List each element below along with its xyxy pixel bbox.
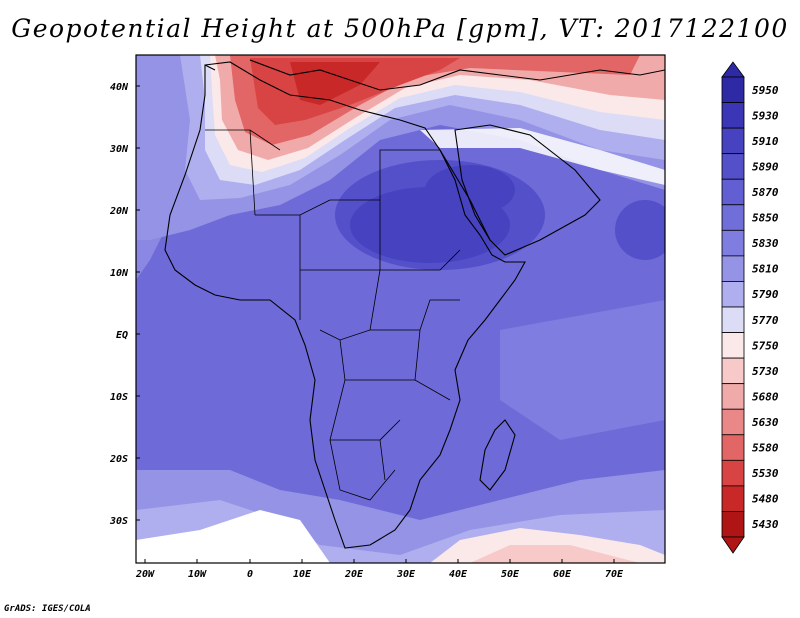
- lat-label: 10N: [110, 268, 129, 279]
- colorbar-swatch: [721, 281, 745, 308]
- lon-label: 20W: [135, 569, 155, 580]
- lon-label: 0: [247, 569, 253, 580]
- colorbar-label: 5630: [752, 416, 779, 429]
- coastlines: [164, 59, 665, 549]
- colorbar-swatch: [721, 204, 745, 231]
- lon-label: 50E: [501, 569, 520, 580]
- plot-frame: [135, 54, 666, 564]
- lon-label: 60E: [553, 569, 572, 580]
- lat-label: 40N: [110, 82, 129, 93]
- field-low-mediterranean: [290, 62, 380, 105]
- colorbar-label: 5850: [752, 212, 779, 225]
- colorbar-label: 5530: [752, 467, 779, 480]
- colorbar-swatch: [721, 408, 745, 436]
- colorbar-label: 5830: [752, 237, 779, 250]
- colorbar-bottom-arrow: [721, 536, 745, 554]
- lat-axis: 40N 30N 20N 10N EQ 10S 20S 30S: [109, 82, 140, 527]
- field-high-arabia: [425, 165, 515, 215]
- colorbar-label: 5890: [752, 160, 779, 173]
- colorbar-label: 5480: [752, 493, 779, 506]
- chart-title: Geopotential Height at 500hPa [gpm], VT:…: [11, 14, 789, 43]
- colorbar-swatch: [721, 306, 745, 333]
- height-field: [136, 55, 665, 563]
- colorbar-swatch: [721, 102, 745, 129]
- lon-label: 30E: [396, 569, 416, 580]
- colorbar-label: 5580: [752, 442, 779, 455]
- lon-label: 70E: [605, 569, 624, 580]
- colorbar-swatch: [721, 511, 745, 538]
- lat-label: 20S: [109, 454, 128, 465]
- lon-label: 40E: [449, 569, 468, 580]
- africa-outline: [164, 61, 526, 549]
- colorbar-swatch: [721, 178, 745, 206]
- field-south-5730: [470, 545, 640, 563]
- colorbar-swatch: [721, 357, 745, 385]
- lon-label: 20E: [344, 569, 364, 580]
- madagascar: [479, 419, 516, 491]
- lat-label: 20N: [109, 206, 129, 217]
- arabia: [454, 124, 601, 256]
- red-sea: [439, 149, 491, 241]
- colorbar-label: 5770: [752, 314, 779, 327]
- colorbar-swatch: [721, 485, 745, 512]
- colorbar-swatch: [721, 383, 745, 410]
- colorbar-label: 5910: [752, 135, 779, 148]
- colorbar: 5950 5930 5910 5890 5870 5850 5830 5810 5790 5770…: [721, 61, 779, 554]
- lon-label: 10W: [188, 569, 207, 580]
- colorbar-swatch: [721, 255, 745, 282]
- lat-label: 30N: [109, 144, 129, 155]
- colorbar-label: 5730: [752, 365, 779, 378]
- colorbar-label: 5430: [752, 518, 779, 531]
- country-borders: [205, 129, 461, 501]
- colorbar-top-arrow: [721, 61, 745, 78]
- lat-label: 10S: [110, 392, 128, 403]
- lat-label: EQ: [116, 330, 128, 341]
- colorbar-label: 5930: [752, 109, 779, 122]
- colorbar-swatch: [721, 229, 745, 257]
- colorbar-swatch: [721, 76, 745, 103]
- europe-coast: [204, 59, 665, 91]
- colorbar-swatch: [721, 153, 745, 180]
- colorbar-swatch: [721, 459, 745, 487]
- field-indian-ocean: [500, 300, 665, 440]
- colorbar-label: 5750: [752, 339, 779, 352]
- colorbar-label: 5790: [752, 288, 779, 301]
- lon-axis: 20W 10W 0 10E 20E 30E 40E 50E 60E 70E: [135, 559, 624, 580]
- field-south-white-west: [136, 510, 330, 563]
- colorbar-swatch: [721, 127, 745, 155]
- lat-label: 30S: [109, 516, 128, 527]
- field-high-india: [615, 200, 665, 260]
- lon-label: 10E: [293, 569, 312, 580]
- colorbar-label: 5950: [752, 84, 779, 97]
- colorbar-swatch: [721, 434, 745, 461]
- colorbar-label: 5680: [752, 390, 779, 403]
- colorbar-label: 5870: [752, 186, 779, 199]
- colorbar-swatch: [721, 332, 745, 359]
- colorbar-label: 5810: [752, 263, 779, 276]
- field-band-white: [420, 128, 665, 185]
- credit-text: GrADS: IGES/COLA: [4, 604, 91, 614]
